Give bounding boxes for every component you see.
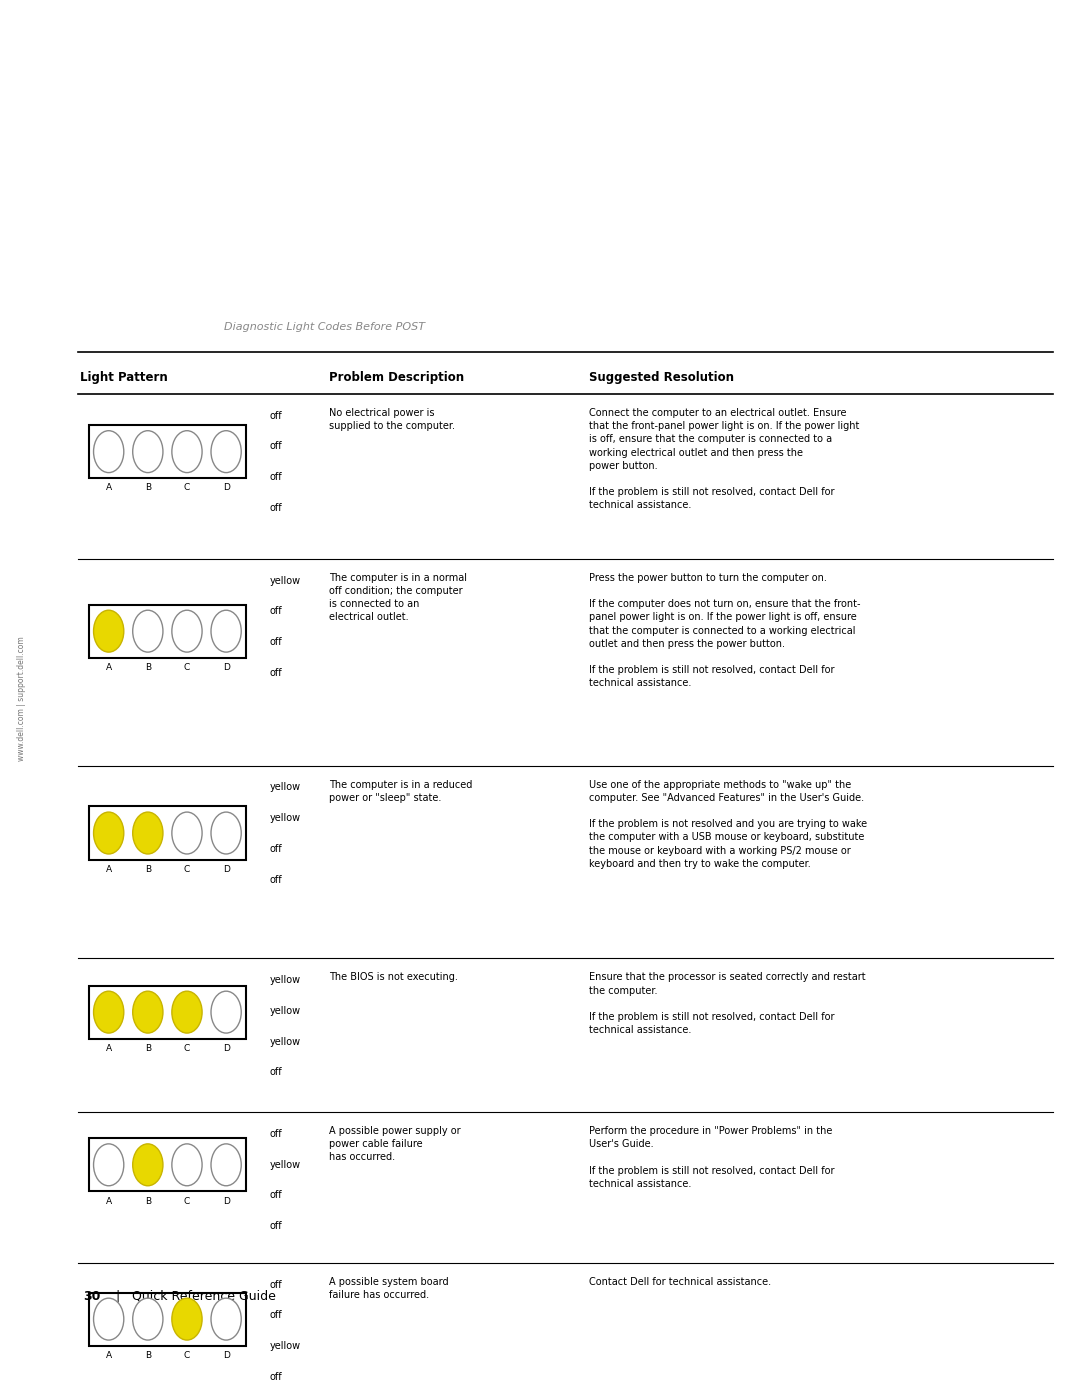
Text: C: C	[184, 1197, 190, 1206]
Text: off: off	[270, 411, 283, 420]
Ellipse shape	[94, 1144, 124, 1186]
Ellipse shape	[94, 1298, 124, 1340]
Text: off: off	[270, 1280, 283, 1289]
Text: 30: 30	[83, 1289, 100, 1303]
Text: off: off	[270, 472, 283, 482]
Text: A: A	[106, 1044, 111, 1053]
FancyBboxPatch shape	[90, 986, 246, 1039]
Text: C: C	[184, 865, 190, 875]
Ellipse shape	[172, 992, 202, 1034]
Text: B: B	[145, 483, 151, 493]
Text: Use one of the appropriate methods to "wake up" the
computer. See "Advanced Feat: Use one of the appropriate methods to "w…	[589, 780, 867, 869]
Text: yellow: yellow	[270, 1160, 301, 1169]
Text: B: B	[145, 664, 151, 672]
Ellipse shape	[133, 1144, 163, 1186]
Ellipse shape	[211, 1298, 241, 1340]
Text: A possible power supply or
power cable failure
has occurred.: A possible power supply or power cable f…	[329, 1126, 461, 1162]
Text: B: B	[145, 1044, 151, 1053]
Text: off: off	[270, 1372, 283, 1382]
Text: Diagnostic Light Codes Before POST: Diagnostic Light Codes Before POST	[224, 323, 424, 332]
Text: The computer is in a normal
off condition; the computer
is connected to an
elect: The computer is in a normal off conditio…	[329, 573, 468, 623]
Ellipse shape	[94, 992, 124, 1034]
Ellipse shape	[133, 430, 163, 472]
Text: B: B	[145, 865, 151, 875]
Ellipse shape	[133, 992, 163, 1034]
Ellipse shape	[211, 812, 241, 854]
Text: www.dell.com | support.dell.com: www.dell.com | support.dell.com	[17, 636, 26, 761]
Text: off: off	[270, 503, 283, 513]
Text: yellow: yellow	[270, 576, 301, 585]
Text: No electrical power is
supplied to the computer.: No electrical power is supplied to the c…	[329, 408, 456, 432]
Ellipse shape	[211, 1144, 241, 1186]
Text: C: C	[184, 1351, 190, 1359]
Text: Suggested Resolution: Suggested Resolution	[589, 370, 733, 384]
Ellipse shape	[94, 610, 124, 652]
Text: Press the power button to turn the computer on.

If the computer does not turn o: Press the power button to turn the compu…	[589, 573, 860, 689]
Text: off: off	[270, 875, 283, 884]
Text: A: A	[106, 865, 111, 875]
Text: Light Pattern: Light Pattern	[80, 370, 167, 384]
Ellipse shape	[172, 430, 202, 472]
Text: yellow: yellow	[270, 1006, 301, 1016]
Text: C: C	[184, 1044, 190, 1053]
Text: D: D	[222, 865, 230, 875]
Text: yellow: yellow	[270, 1341, 301, 1351]
Ellipse shape	[172, 1144, 202, 1186]
Text: A: A	[106, 664, 111, 672]
Ellipse shape	[172, 610, 202, 652]
Text: A possible system board
failure has occurred.: A possible system board failure has occu…	[329, 1277, 449, 1301]
Text: |: |	[116, 1289, 120, 1303]
Ellipse shape	[133, 610, 163, 652]
Text: The computer is in a reduced
power or "sleep" state.: The computer is in a reduced power or "s…	[329, 780, 473, 803]
Ellipse shape	[94, 430, 124, 472]
Text: yellow: yellow	[270, 975, 301, 985]
Text: off: off	[270, 1190, 283, 1200]
Ellipse shape	[133, 1298, 163, 1340]
Text: The BIOS is not executing.: The BIOS is not executing.	[329, 972, 458, 982]
Text: yellow: yellow	[270, 1037, 301, 1046]
Ellipse shape	[94, 812, 124, 854]
FancyBboxPatch shape	[90, 605, 246, 658]
Text: B: B	[145, 1197, 151, 1206]
Text: Problem Description: Problem Description	[329, 370, 464, 384]
Text: A: A	[106, 1351, 111, 1359]
Text: Connect the computer to an electrical outlet. Ensure
that the front-panel power : Connect the computer to an electrical ou…	[589, 408, 859, 510]
Ellipse shape	[133, 812, 163, 854]
Text: C: C	[184, 664, 190, 672]
Text: D: D	[222, 664, 230, 672]
Text: off: off	[270, 668, 283, 678]
Text: Contact Dell for technical assistance.: Contact Dell for technical assistance.	[589, 1277, 771, 1287]
Text: off: off	[270, 844, 283, 854]
Ellipse shape	[211, 430, 241, 472]
Text: yellow: yellow	[270, 782, 301, 792]
Text: Perform the procedure in "Power Problems" in the
User's Guide.

If the problem i: Perform the procedure in "Power Problems…	[589, 1126, 834, 1189]
Text: off: off	[270, 1310, 283, 1320]
Text: B: B	[145, 1351, 151, 1359]
Text: D: D	[222, 483, 230, 493]
FancyBboxPatch shape	[90, 1292, 246, 1345]
Text: Ensure that the processor is seated correctly and restart
the computer.

If the : Ensure that the processor is seated corr…	[589, 972, 865, 1035]
Text: off: off	[270, 1129, 283, 1139]
Text: off: off	[270, 1067, 283, 1077]
Text: A: A	[106, 483, 111, 493]
Ellipse shape	[211, 992, 241, 1034]
Text: D: D	[222, 1197, 230, 1206]
Ellipse shape	[211, 610, 241, 652]
Ellipse shape	[172, 1298, 202, 1340]
FancyBboxPatch shape	[90, 1139, 246, 1192]
Text: A: A	[106, 1197, 111, 1206]
Text: off: off	[270, 441, 283, 451]
Text: off: off	[270, 637, 283, 647]
Text: yellow: yellow	[270, 813, 301, 823]
Text: D: D	[222, 1351, 230, 1359]
Text: Quick Reference Guide: Quick Reference Guide	[132, 1289, 275, 1303]
FancyBboxPatch shape	[90, 425, 246, 478]
Ellipse shape	[172, 812, 202, 854]
Text: off: off	[270, 1221, 283, 1231]
Text: C: C	[184, 483, 190, 493]
FancyBboxPatch shape	[90, 806, 246, 859]
Text: D: D	[222, 1044, 230, 1053]
Text: off: off	[270, 606, 283, 616]
